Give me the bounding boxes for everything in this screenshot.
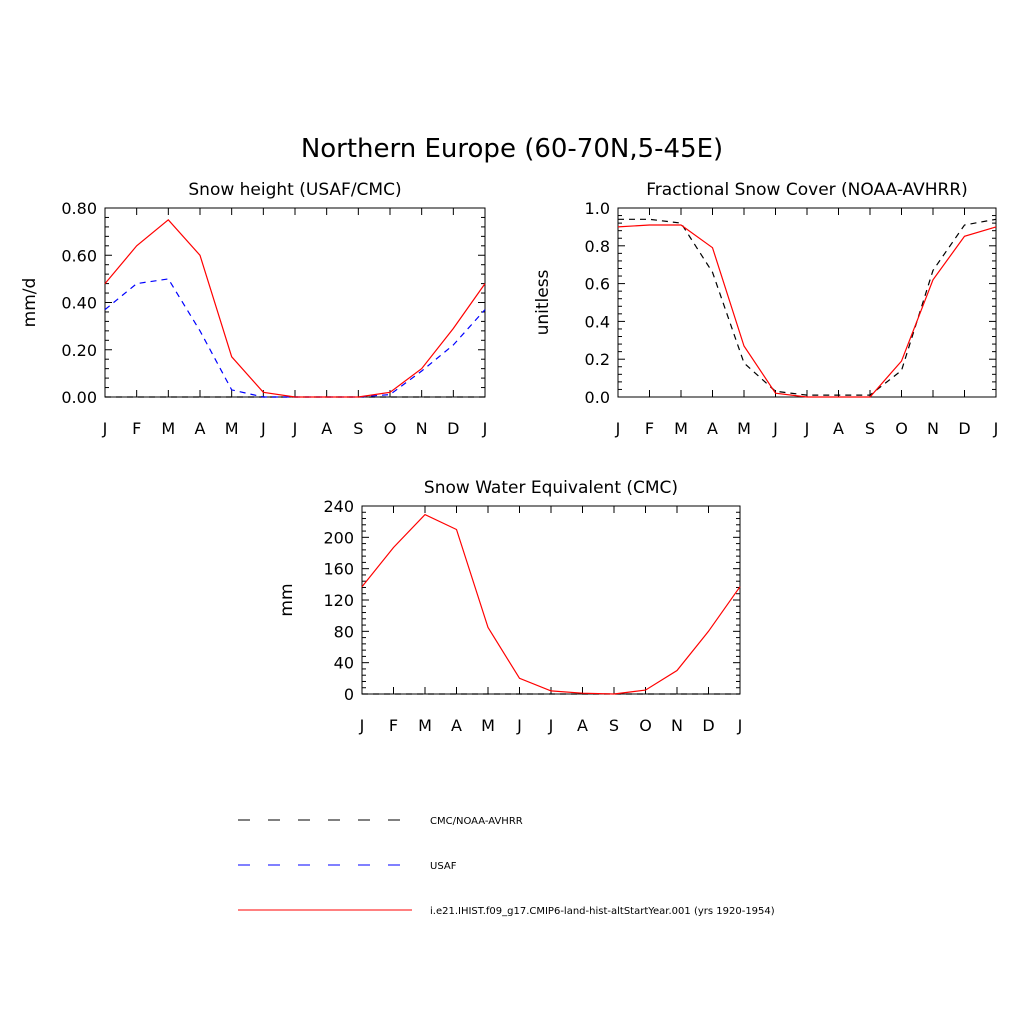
x-tick-label: O xyxy=(639,716,652,735)
x-tick-label: M xyxy=(161,419,175,438)
y-axis-label: mm xyxy=(277,583,297,616)
x-tick-label: J xyxy=(772,419,778,438)
panel-fractional-snow-cover: J F M A M J J A S O N D J0.00.20.40.60.81.0Fractiona… xyxy=(533,180,998,438)
panel-title: Fractional Snow Cover (NOAA-AVHRR) xyxy=(646,180,968,200)
legend-label: USAF xyxy=(430,861,457,872)
x-tick-label: J xyxy=(102,419,108,438)
y-tick-label: 120 xyxy=(323,591,354,610)
panel-title: Snow Water Equivalent (CMC) xyxy=(424,478,678,498)
x-tick-label: J xyxy=(804,419,810,438)
plot-frame xyxy=(104,207,486,398)
y-tick-label: 160 xyxy=(323,560,354,579)
x-tick-label: D xyxy=(702,716,714,735)
x-tick-label: N xyxy=(416,419,428,438)
legend-label: i.e21.IHIST.f09_g17.CMIP6-land-hist-altS… xyxy=(430,906,775,917)
x-tick-label: M xyxy=(737,419,751,438)
x-tick-label: J xyxy=(482,419,488,438)
y-tick-label: 200 xyxy=(323,528,354,547)
x-tick-label: M xyxy=(418,716,432,735)
x-tick-label: N xyxy=(671,716,683,735)
x-tick-label: F xyxy=(389,716,398,735)
y-tick-label: 0.40 xyxy=(61,294,97,313)
legend: CMC/NOAA-AVHRR USAF i.e21.IHIST.f09_g17.CM… xyxy=(238,816,775,917)
y-tick-label: 0.00 xyxy=(61,388,97,407)
x-tick-label: J xyxy=(292,419,298,438)
x-tick-label: D xyxy=(958,419,970,438)
x-tick-label: F xyxy=(132,419,141,438)
panel-title: Snow height (USAF/CMC) xyxy=(188,180,401,200)
x-tick-label: O xyxy=(384,419,397,438)
x-tick-label: M xyxy=(481,716,495,735)
x-tick-label: S xyxy=(865,419,875,438)
y-axis-label: unitless xyxy=(533,269,553,335)
x-tick-label: M xyxy=(674,419,688,438)
y-tick-label: 0.8 xyxy=(585,237,610,256)
y-tick-label: 0.2 xyxy=(585,350,610,369)
x-tick-label: J xyxy=(737,716,743,735)
series-line-model xyxy=(617,224,997,398)
y-tick-label: 0.6 xyxy=(585,275,610,294)
legend-label: CMC/NOAA-AVHRR xyxy=(430,816,523,827)
y-tick-label: 0.0 xyxy=(585,388,610,407)
x-tick-label: A xyxy=(833,419,844,438)
x-tick-label: F xyxy=(645,419,654,438)
y-tick-label: 1.0 xyxy=(585,199,610,218)
x-tick-label: J xyxy=(615,419,621,438)
x-tick-label: S xyxy=(609,716,619,735)
y-tick-label: 0 xyxy=(344,685,354,704)
figure-title: Northern Europe (60-70N,5-45E) xyxy=(301,134,723,164)
y-tick-label: 0.80 xyxy=(61,199,97,218)
x-tick-label: J xyxy=(516,716,522,735)
plot-frame xyxy=(617,207,997,398)
y-tick-label: 0.4 xyxy=(585,312,610,331)
x-tick-label: A xyxy=(451,716,462,735)
x-tick-label: A xyxy=(321,419,332,438)
x-tick-label: J xyxy=(359,716,365,735)
y-axis-label: mm/d xyxy=(20,278,40,328)
y-tick-label: 80 xyxy=(334,622,354,641)
x-tick-label: J xyxy=(260,419,266,438)
y-tick-label: 40 xyxy=(334,654,354,673)
x-tick-label: J xyxy=(993,419,999,438)
x-tick-label: A xyxy=(577,716,588,735)
x-tick-label: O xyxy=(895,419,908,438)
x-tick-label: M xyxy=(225,419,239,438)
x-tick-label: S xyxy=(353,419,363,438)
x-tick-label: A xyxy=(707,419,718,438)
series-line-model xyxy=(361,513,741,695)
y-tick-label: 0.60 xyxy=(61,246,97,265)
x-tick-label: J xyxy=(548,716,554,735)
series-line-obs xyxy=(618,218,997,396)
plot-frame xyxy=(361,505,741,695)
series-line-model xyxy=(104,218,486,398)
series-line-usaf xyxy=(104,278,486,398)
x-tick-label: D xyxy=(447,419,459,438)
x-tick-label: A xyxy=(195,419,206,438)
y-tick-label: 240 xyxy=(323,497,354,516)
y-tick-label: 0.20 xyxy=(61,341,97,360)
x-tick-label: N xyxy=(927,419,939,438)
